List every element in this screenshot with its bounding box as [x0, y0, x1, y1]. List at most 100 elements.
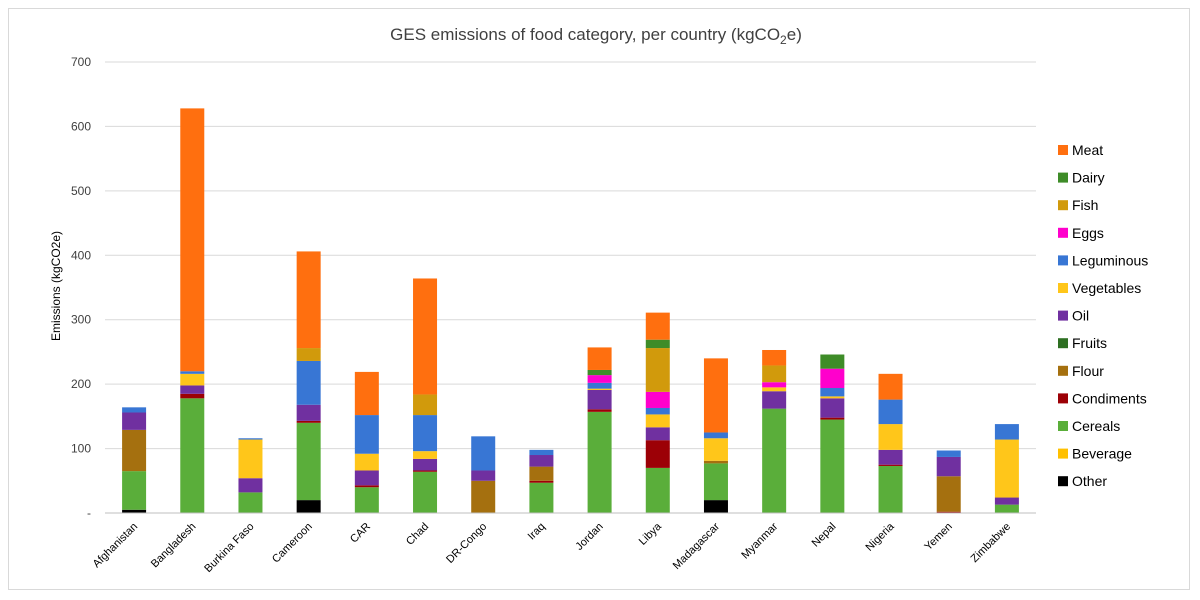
- legend-swatch: [1058, 338, 1068, 349]
- bar-segment: [645, 391, 670, 408]
- legend-label: Dairy: [1072, 170, 1105, 186]
- y-tick-label: 600: [71, 119, 91, 133]
- legend-item: Meat: [1058, 142, 1103, 158]
- x-tick-label: Cameroon: [270, 521, 315, 566]
- bar-segment: [471, 436, 496, 471]
- x-tick-label: Burkina Faso: [202, 521, 256, 575]
- bar-segment: [994, 424, 1019, 440]
- legend-swatch: [1058, 365, 1068, 376]
- bar-segment: [529, 482, 554, 513]
- bar-segment: [936, 456, 961, 477]
- legend-item: Condiments: [1058, 390, 1147, 406]
- legend-swatch: [1058, 227, 1068, 238]
- x-tick-label: Libya: [637, 520, 665, 548]
- bar-segment: [122, 429, 147, 472]
- bar-segment: [936, 511, 961, 513]
- legend-item: Other: [1058, 473, 1107, 489]
- bar-segment: [413, 451, 438, 459]
- bar-segment: [354, 487, 379, 513]
- chart-title: GES emissions of food category, per coun…: [390, 25, 802, 47]
- legend-label: Eggs: [1072, 225, 1104, 241]
- legend-item: Eggs: [1058, 225, 1104, 241]
- y-axis-ticks: - 100 200 300 400 500 600 700: [71, 55, 91, 520]
- bar-segment: [529, 455, 554, 467]
- legend-label: Flour: [1072, 363, 1104, 379]
- legend-swatch: [1058, 283, 1068, 293]
- bar-segment: [878, 449, 903, 465]
- bar-segment: [413, 278, 438, 395]
- bar-segment: [762, 387, 787, 392]
- x-tick-label: DR-Congo: [444, 521, 489, 566]
- bar-segment: [354, 371, 379, 416]
- bar-segment: [413, 470, 438, 472]
- legend-item: Flour: [1058, 363, 1104, 379]
- bar-segment: [878, 465, 903, 513]
- bar-segment: [296, 422, 321, 501]
- legend-label: Other: [1072, 473, 1107, 489]
- bar-segment: [122, 412, 147, 430]
- legend-item: Fruits: [1058, 335, 1107, 351]
- x-tick-label: Zimbabwe: [969, 521, 1013, 565]
- bar-segment: [994, 497, 1019, 505]
- legend-label: Fruits: [1072, 335, 1107, 351]
- legend-swatch: [1058, 393, 1068, 404]
- bar-segment: [471, 470, 496, 481]
- bar-segment: [703, 463, 728, 501]
- bar-segment: [354, 485, 379, 488]
- bar-segment: [645, 440, 670, 468]
- legend-swatch: [1058, 145, 1068, 155]
- legend-item: Dairy: [1058, 170, 1105, 186]
- bar-segment: [645, 427, 670, 441]
- bar-segment: [878, 399, 903, 425]
- y-tick-label: 300: [71, 313, 91, 327]
- bar-segment: [762, 349, 787, 366]
- bar-segment: [413, 394, 438, 416]
- bar-segment: [238, 439, 263, 479]
- legend-swatch: [1058, 448, 1068, 459]
- x-tick-label: Afghanistan: [91, 521, 141, 571]
- legend-label: Fish: [1072, 197, 1098, 213]
- bar-segment: [936, 450, 961, 457]
- legend-item: Cereals: [1058, 418, 1120, 434]
- bar-segment: [238, 492, 263, 513]
- bar-segment: [180, 373, 205, 386]
- x-tick-label: Nigeria: [864, 520, 898, 554]
- y-axis-label: Emissions (kgCO2e): [49, 231, 63, 341]
- legend-label: Vegetables: [1072, 280, 1141, 296]
- bar-segment: [529, 466, 554, 481]
- bar-segment: [529, 480, 554, 483]
- legend-swatch: [1058, 476, 1068, 487]
- x-tick-label: Madagascar: [671, 520, 723, 572]
- legend-label: Leguminous: [1072, 252, 1148, 268]
- legend-label: Meat: [1072, 142, 1103, 158]
- y-tick-label: 500: [71, 184, 91, 198]
- bar-segment: [820, 354, 845, 369]
- bar-segment: [587, 347, 612, 370]
- bar-segment: [994, 504, 1019, 513]
- bars: [105, 108, 1036, 514]
- bar-segment: [180, 398, 205, 513]
- legend-item: Beverage: [1058, 446, 1132, 462]
- bar-segment: [762, 391, 787, 409]
- bar-segment: [936, 476, 961, 512]
- legend-swatch: [1058, 255, 1068, 266]
- bar-segment: [296, 420, 321, 423]
- x-tick-label: Iraq: [526, 521, 548, 543]
- y-tick-label: 200: [71, 377, 91, 391]
- legend-item: Leguminous: [1058, 252, 1148, 268]
- bar-segment: [645, 407, 670, 415]
- y-tick-label: 700: [71, 55, 91, 69]
- x-axis-ticks: Afghanistan Bangladesh Burkina Faso Cameroo…: [91, 520, 1013, 575]
- bar-segment: [820, 396, 845, 399]
- bar-segment: [180, 371, 205, 374]
- y-tick-label: 100: [71, 442, 91, 456]
- x-tick-label: Nepal: [810, 521, 839, 550]
- bar-segment: [703, 438, 728, 461]
- y-tick-label: 400: [71, 248, 91, 262]
- bar-segment: [122, 471, 147, 510]
- bar-segment: [587, 388, 612, 390]
- bar-segment: [354, 453, 379, 471]
- x-tick-label: Myanmar: [739, 520, 780, 561]
- bar-segment: [878, 373, 903, 400]
- bar-segment: [703, 500, 728, 513]
